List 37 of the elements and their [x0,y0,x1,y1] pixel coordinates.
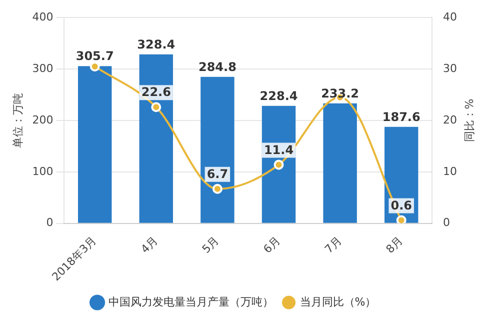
data-label: 233.2 [321,86,360,101]
bar [323,103,357,223]
x-tick-label: 7月 [322,234,344,256]
y2-tick-label: 20 [443,113,458,126]
y2-tick-label: 30 [443,62,458,75]
data-label: 228.4 [260,89,298,103]
y2-axis-title: 同比：% [462,98,476,142]
point [396,215,406,224]
data-label: 187.6 [382,110,420,124]
y2-tick-label: 0 [443,216,450,230]
y2-tick-label: 10 [443,164,458,178]
legend-label: 中国风力发电量当月产量（万吨） [108,295,274,308]
bar [200,76,234,223]
point [151,102,162,112]
data-label: 305.7 [76,49,114,64]
y-tick-label: 0 [46,216,54,230]
data-label: 0.6 [390,198,412,212]
x-tick-label: 5月 [200,234,222,256]
data-label: 284.8 [198,60,236,74]
bar [139,54,174,223]
y-tick-label: 400 [32,10,54,24]
legend-label: 当月同比（%） [300,295,376,308]
y-axis-title: 单位：万吨 [11,92,24,148]
data-label: 6.7 [206,167,228,182]
data-label: 328.4 [137,38,176,52]
data-label: 11.4 [264,142,294,157]
y2-tick-label: 40 [443,10,458,24]
x-tick-label: 8月 [384,234,406,256]
bar [78,66,112,223]
point [212,184,222,194]
point [274,160,284,170]
y-tick-label: 300 [32,62,54,75]
data-label: 22.6 [141,85,171,100]
x-tick-label: 4月 [138,234,160,256]
y-tick-label: 100 [32,164,54,178]
y-tick-label: 200 [32,113,54,126]
x-tick-label: 6月 [260,234,283,256]
